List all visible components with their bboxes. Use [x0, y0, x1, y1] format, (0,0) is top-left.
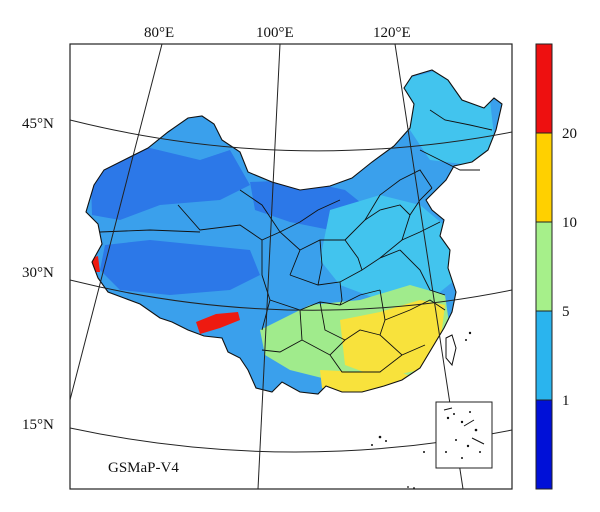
taiwan-outline: [445, 334, 457, 367]
colorbar-segment-lightblue: [536, 311, 552, 400]
colorbar-label-5: 5: [562, 304, 570, 320]
lat-label-15n: 15°N: [22, 417, 54, 433]
lon-label-80e: 80°E: [144, 25, 174, 41]
light-blue-patch-east: [320, 195, 455, 300]
colorbar: [535, 43, 553, 490]
colorbar-segment-green: [536, 222, 552, 311]
lat-label-30n: 30°N: [22, 265, 54, 281]
lat-label-45n: 45°N: [22, 116, 54, 132]
lon-label-100e: 100°E: [256, 25, 294, 41]
yellow-patch-southeast: [340, 300, 445, 378]
dark-blue-patch-tibet: [100, 240, 260, 295]
islands: [371, 331, 472, 489]
colorbar-label-10: 10: [562, 215, 577, 231]
colorbar-label-1: 1: [562, 393, 570, 409]
province-boundaries: [99, 109, 493, 373]
south-china-sea-inset: [435, 401, 493, 469]
country-outline: [85, 69, 503, 395]
red-patch-himalaya: [196, 312, 240, 334]
product-label: GSMaP-V4: [108, 460, 179, 476]
colorbar-segment-blue: [536, 400, 552, 489]
colorbar-segment-red: [536, 44, 552, 133]
colorbar-label-20: 20: [562, 126, 577, 142]
colorbar-segment-yellow: [536, 133, 552, 222]
lon-label-120e: 120°E: [373, 25, 411, 41]
